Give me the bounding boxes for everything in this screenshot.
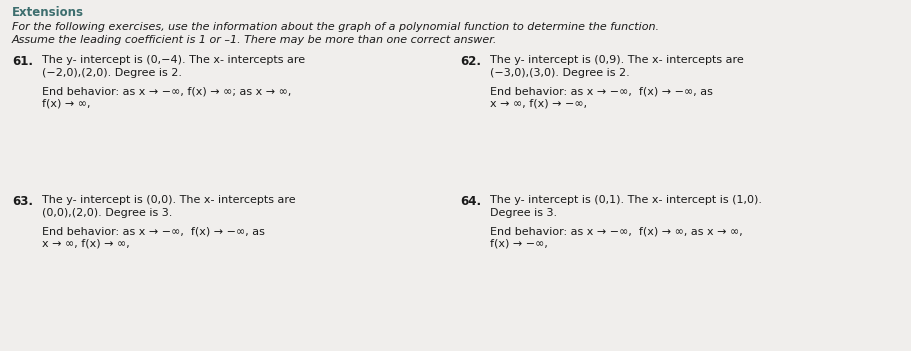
Text: The y- intercept is (0,1). The x- intercept is (1,0).: The y- intercept is (0,1). The x- interc… [489,195,762,205]
Text: End behavior: as x → −∞, f(x) → ∞; as x → ∞,: End behavior: as x → −∞, f(x) → ∞; as x … [42,86,291,96]
Text: x → ∞, f(x) → ∞,: x → ∞, f(x) → ∞, [42,239,129,249]
Text: f(x) → −∞,: f(x) → −∞, [489,239,548,249]
Text: (−2,0),(2,0). Degree is 2.: (−2,0),(2,0). Degree is 2. [42,68,182,78]
Text: 64.: 64. [459,195,481,208]
Text: The y- intercept is (0,−4). The x- intercepts are: The y- intercept is (0,−4). The x- inter… [42,55,305,65]
Text: x → ∞, f(x) → −∞,: x → ∞, f(x) → −∞, [489,99,587,109]
Text: (0,0),(2,0). Degree is 3.: (0,0),(2,0). Degree is 3. [42,208,172,218]
Text: 62.: 62. [459,55,480,68]
Text: Degree is 3.: Degree is 3. [489,208,557,218]
Text: (−3,0),(3,0). Degree is 2.: (−3,0),(3,0). Degree is 2. [489,68,630,78]
Text: End behavior: as x → −∞,  f(x) → −∞, as: End behavior: as x → −∞, f(x) → −∞, as [42,226,264,236]
Text: Extensions: Extensions [12,6,84,19]
Text: The y- intercept is (0,0). The x- intercepts are: The y- intercept is (0,0). The x- interc… [42,195,295,205]
Text: The y- intercept is (0,9). The x- intercepts are: The y- intercept is (0,9). The x- interc… [489,55,743,65]
Text: For the following exercises, use the information about the graph of a polynomial: For the following exercises, use the inf… [12,22,659,32]
Text: Assume the leading coefficient is 1 or –1. There may be more than one correct an: Assume the leading coefficient is 1 or –… [12,35,496,45]
Text: End behavior: as x → −∞,  f(x) → ∞, as x → ∞,: End behavior: as x → −∞, f(x) → ∞, as x … [489,226,742,236]
Text: 63.: 63. [12,195,33,208]
Text: f(x) → ∞,: f(x) → ∞, [42,99,90,109]
Text: End behavior: as x → −∞,  f(x) → −∞, as: End behavior: as x → −∞, f(x) → −∞, as [489,86,712,96]
Text: 61.: 61. [12,55,33,68]
